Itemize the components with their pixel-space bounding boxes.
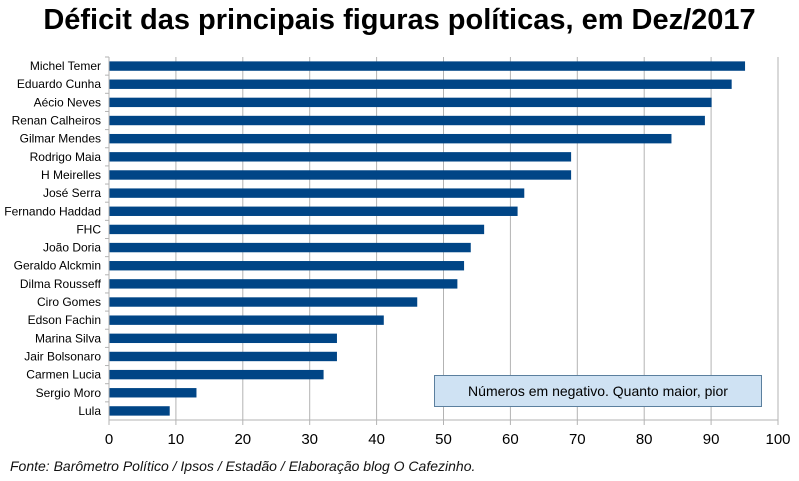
bar — [109, 188, 525, 198]
bar — [109, 115, 705, 126]
x-tick-label: 30 — [301, 431, 318, 448]
bars — [109, 61, 746, 416]
category-labels: Michel Temer Eduardo Cunha Aécio Neves Rena… — [4, 59, 101, 418]
bar — [109, 333, 337, 344]
category-label: Edson Fachin — [28, 313, 101, 327]
bar — [109, 152, 572, 162]
category-label: Lula — [78, 404, 101, 418]
x-tick-label: 60 — [502, 431, 519, 448]
category-label: José Serra — [43, 186, 101, 200]
source-note: Fonte: Barômetro Político / Ipsos / Esta… — [10, 458, 476, 474]
category-label: Geraldo Alckmin — [14, 259, 101, 273]
bar — [109, 279, 458, 289]
x-tick-labels: 0 10 20 30 40 50 60 70 80 90 100 — [105, 431, 791, 448]
bar — [109, 224, 485, 235]
category-label: Marina Silva — [35, 331, 101, 345]
annotation-note: Números em negativo. Quanto maior, pior — [434, 375, 762, 407]
x-tick-label: 70 — [569, 431, 586, 448]
bar — [109, 242, 471, 253]
x-tick-label: 50 — [435, 431, 452, 448]
category-label: Jair Bolsonaro — [24, 349, 101, 363]
category-label: H Meirelles — [41, 168, 101, 182]
category-label: Fernando Haddad — [4, 204, 101, 218]
bar — [109, 133, 672, 144]
bar — [109, 406, 170, 416]
bar — [109, 297, 418, 307]
x-tick-label: 40 — [368, 431, 385, 448]
axes — [105, 56, 779, 425]
bar — [109, 61, 746, 71]
category-label: Sergio Moro — [36, 386, 102, 400]
x-tick-label: 100 — [765, 431, 790, 448]
category-label: Carmen Lucia — [26, 368, 101, 382]
bar — [109, 369, 324, 380]
x-tick-label: 0 — [105, 431, 113, 448]
bar — [109, 206, 518, 216]
x-tick-label: 10 — [168, 431, 185, 448]
category-label: Michel Temer — [30, 59, 101, 73]
x-tick-label: 20 — [234, 431, 251, 448]
bar — [109, 315, 384, 325]
category-label: Renan Calheiros — [12, 114, 101, 128]
bar — [109, 170, 572, 180]
x-tick-label: 90 — [703, 431, 720, 448]
category-label: Rodrigo Maia — [30, 150, 102, 164]
category-label: João Doria — [43, 241, 101, 255]
gridlines — [175, 57, 779, 420]
category-label: Dilma Rousseff — [20, 277, 102, 291]
bar — [109, 97, 712, 108]
chart-title: Déficit das principais figuras políticas… — [43, 4, 756, 36]
bar — [109, 261, 465, 271]
category-label: Gilmar Mendes — [20, 132, 101, 146]
bar — [109, 388, 197, 398]
category-label: FHC — [76, 222, 101, 236]
x-tick-label: 80 — [636, 431, 653, 448]
bar — [109, 351, 337, 362]
category-label: Aécio Neves — [34, 95, 101, 109]
bar — [109, 79, 732, 89]
category-label: Eduardo Cunha — [17, 77, 101, 91]
category-label: Ciro Gomes — [37, 295, 101, 309]
